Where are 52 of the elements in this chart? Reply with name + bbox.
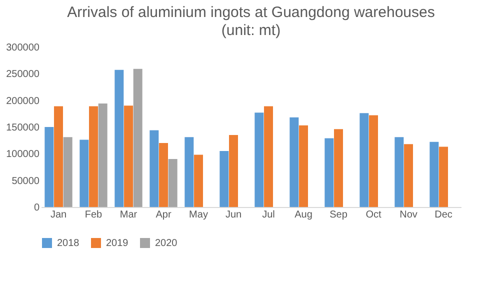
x-tick-label: Dec	[434, 210, 452, 220]
y-tick-label: 100000	[6, 149, 40, 160]
bar	[124, 106, 133, 207]
legend-label: 2018	[57, 238, 80, 249]
bar	[404, 144, 413, 207]
bar	[229, 135, 238, 207]
bar	[159, 143, 168, 207]
bar	[324, 138, 334, 207]
x-tick-label: Feb	[84, 210, 103, 220]
x-tick-label: May	[189, 210, 208, 220]
legend-label: 2019	[106, 238, 129, 249]
bar	[360, 113, 369, 207]
bar	[290, 117, 299, 207]
x-tick-label: Jan	[50, 210, 67, 220]
x-tick-label: Oct	[366, 210, 382, 220]
x-tick-label: Jun	[225, 210, 242, 220]
y-tick-label: 300000	[6, 42, 40, 54]
chart-subtitle: (unit: mt)	[221, 22, 281, 39]
bar	[44, 127, 54, 207]
bar	[150, 130, 159, 207]
bar	[264, 106, 273, 207]
bar	[133, 68, 142, 207]
x-tick-label: Mar	[120, 210, 138, 220]
bar	[184, 137, 194, 207]
x-tick-label: Nov	[400, 210, 418, 220]
y-tick-label: 250000	[6, 69, 40, 80]
bar	[369, 115, 378, 207]
bar	[439, 146, 448, 207]
bar	[114, 70, 124, 207]
bar	[63, 137, 72, 207]
bar	[394, 137, 404, 207]
bar	[334, 129, 343, 207]
bar	[80, 140, 89, 207]
bar	[98, 104, 108, 207]
y-tick-label: 200000	[6, 96, 40, 107]
y-tick-label: 150000	[6, 122, 40, 134]
bar	[54, 106, 63, 207]
bar	[299, 125, 308, 207]
bar	[430, 142, 439, 207]
bar	[220, 151, 229, 207]
legend-label: 2020	[155, 238, 178, 249]
bar	[254, 112, 264, 207]
x-tick-label: Jul	[262, 210, 275, 220]
y-tick-label: 0	[34, 202, 40, 214]
x-tick-label: Aug	[294, 210, 312, 220]
y-tick-label: 50000	[12, 176, 40, 187]
x-tick-label: Sep	[330, 210, 348, 220]
bar	[89, 106, 98, 207]
x-tick-label: Apr	[156, 210, 172, 220]
bar	[194, 154, 203, 207]
chart-title: Arrivals of aluminium ingots at Guangdong warehouses	[67, 4, 435, 21]
bar	[168, 159, 178, 207]
